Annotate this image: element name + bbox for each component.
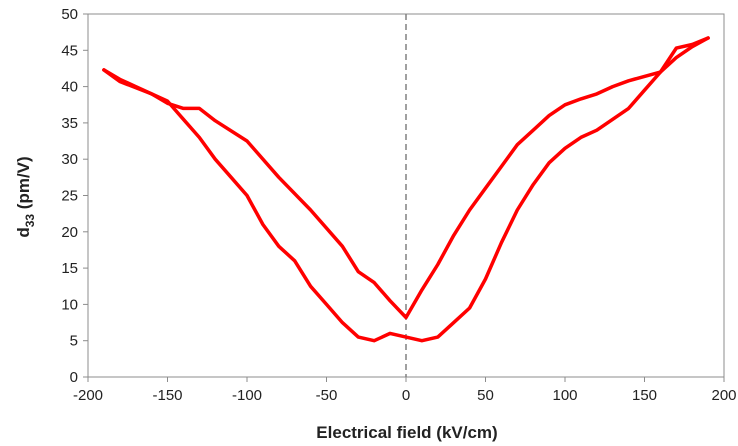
y-tick-label: 50 [61, 6, 78, 23]
x-tick-label: 50 [477, 387, 494, 404]
x-tick-label: -150 [152, 387, 182, 404]
y-tick-label: 35 [61, 115, 78, 132]
x-tick-label: 150 [632, 387, 657, 404]
y-axis-title-subscript: 33 [23, 214, 37, 228]
series-layer [102, 36, 710, 343]
series-line-2 [102, 36, 710, 343]
x-tick-label: 0 [402, 387, 410, 404]
x-tick-label: -200 [73, 387, 103, 404]
x-tick-label: 200 [711, 387, 736, 404]
y-axis-title-main: d [14, 227, 33, 237]
series-line-1 [102, 36, 710, 320]
x-tick-label: -50 [316, 387, 338, 404]
x-tick-label: -100 [232, 387, 262, 404]
y-tick-label: 0 [70, 369, 78, 386]
y-tick-label: 20 [61, 224, 78, 241]
y-tick-label: 40 [61, 79, 78, 96]
y-tick-label: 45 [61, 42, 78, 59]
y-axis-title: d33 (pm/V) [14, 156, 37, 237]
x-axis-title: Electrical field (kV/cm) [316, 423, 497, 442]
x-tick-label: 100 [552, 387, 577, 404]
x-axis-ticks: -200 -150 -100 -50 0 50 100 150 200 [73, 377, 737, 404]
y-axis-title-unit: (pm/V) [14, 156, 33, 214]
plot-area [87, 13, 725, 378]
y-tick-label: 5 [70, 333, 78, 350]
y-axis-ticks: 0 5 10 15 20 25 30 35 40 45 50 [61, 6, 88, 386]
y-tick-label: 30 [61, 151, 78, 168]
y-tick-label: 10 [61, 296, 78, 313]
y-tick-label: 25 [61, 188, 78, 205]
y-tick-label: 15 [61, 260, 78, 277]
